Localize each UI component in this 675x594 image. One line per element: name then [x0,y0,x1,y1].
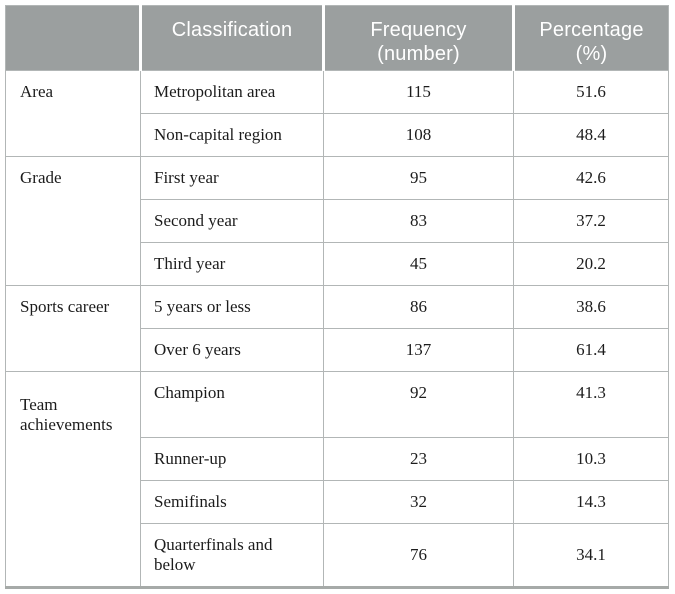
percentage-cell: 14.3 [513,480,669,524]
table-row: Team achievements Champion 92 41.3 [5,371,669,588]
header-frequency: Frequency (number) [322,5,514,71]
percentage-cell: 41.3 [513,371,669,438]
percentage-cell: 51.6 [513,70,669,114]
frequency-cell: 86 [323,285,514,329]
header-empty-cell [5,5,141,71]
group-label: Area [20,81,54,101]
frequency-cell: 23 [323,437,514,481]
table-row: Runner-up 23 10.3 [6,437,669,481]
classification-cell: Metropolitan area [140,70,324,114]
classification-cell: Second year [140,199,324,243]
page: Classification Frequency (number) Percen… [5,5,669,589]
classification-cell: Over 6 years [140,328,324,372]
table-row: Grade First year 95 42.6 [5,156,669,286]
percentage-cell: 48.4 [513,113,669,157]
header-frequency-line1: Frequency [370,19,467,41]
header-classification-line1: Classification [171,19,293,41]
group-label: Grade [20,167,62,187]
table-row: Over 6 years 137 61.4 [6,328,669,372]
frequency-cell: 83 [323,199,514,243]
table-body: Area Metropolitan area 115 51.6 Non-capital … [5,70,669,588]
header-row: Classification Frequency (number) Percen… [5,5,669,71]
header-classification: Classification [139,5,324,71]
group-label-cell: Grade [5,156,141,286]
table-row: Quarterfinals and below 76 34.1 [6,523,669,588]
percentage-cell: 38.6 [513,285,669,329]
frequency-cell: 108 [323,113,514,157]
frequency-cell: 32 [323,480,514,524]
percentage-cell: 42.6 [513,156,669,200]
table-row: Sports career 5 years or less 86 38.6 [5,285,669,372]
percentage-cell: 61.4 [513,328,669,372]
frequency-cell: 95 [323,156,514,200]
table-row: Second year 83 37.2 [6,199,669,243]
group-label: Sports career [20,296,110,316]
classification-cell: Runner-up [140,437,324,481]
header-percentage: Percentage (%) [512,5,669,71]
table-row: Area Metropolitan area 115 51.6 [5,70,669,157]
frequency-table: Classification Frequency (number) Percen… [5,5,669,589]
header-frequency-line2: (number) [377,43,460,65]
percentage-cell: 34.1 [513,523,669,588]
table-row: Third year 45 20.2 [6,242,669,286]
classification-cell: Quarterfinals and below [140,523,324,588]
classification-cell: First year [140,156,324,200]
classification-cell: Semifinals [140,480,324,524]
table-row: Non-capital region 108 48.4 [6,113,669,157]
frequency-cell: 76 [323,523,514,588]
header-percentage-line1: Percentage [539,19,644,41]
percentage-cell: 37.2 [513,199,669,243]
classification-cell: Non-capital region [140,113,324,157]
group-label-cell: Area [5,70,141,157]
frequency-cell: 92 [323,371,514,438]
classification-cell: 5 years or less [140,285,324,329]
percentage-cell: 20.2 [513,242,669,286]
classification-cell: Third year [140,242,324,286]
classification-cell: Champion [140,371,324,438]
percentage-cell: 10.3 [513,437,669,481]
header-percentage-line2: (%) [575,43,608,65]
frequency-cell: 45 [323,242,514,286]
table-header: Classification Frequency (number) Percen… [5,5,669,71]
group-label: Team achievements [20,395,113,434]
frequency-cell: 137 [323,328,514,372]
frequency-cell: 115 [323,70,514,114]
group-label-cell: Sports career [5,285,141,372]
group-label-cell: Team achievements [5,371,141,588]
